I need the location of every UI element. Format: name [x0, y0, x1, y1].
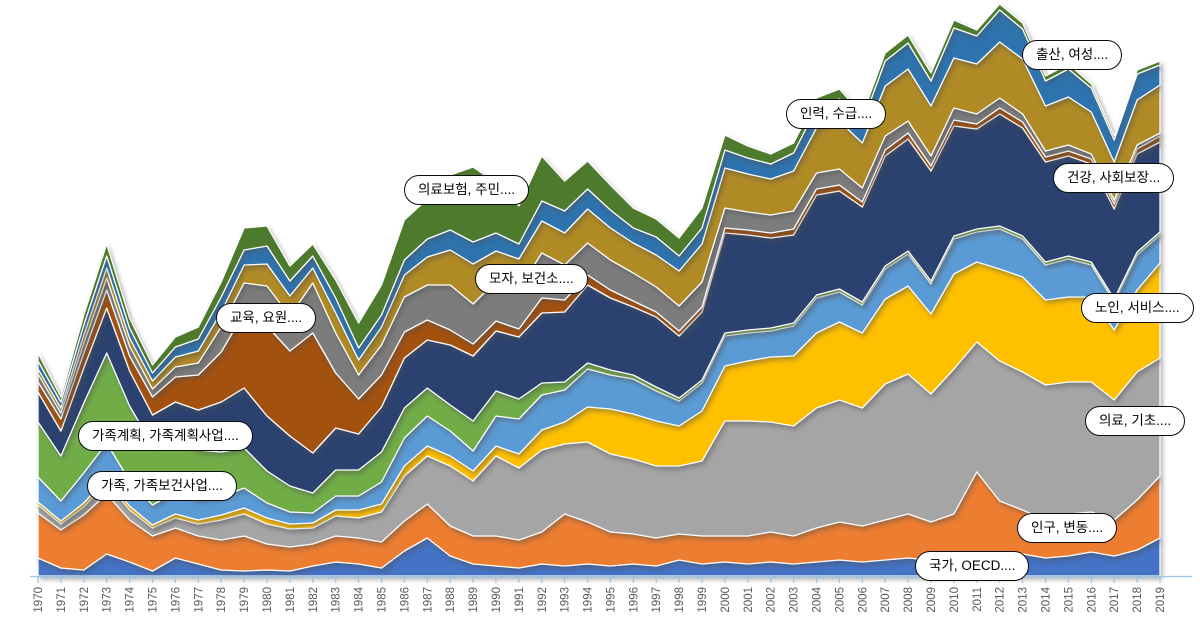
x-axis-label: 1978 [216, 587, 228, 613]
series-callout-label[interactable]: 모자, 보건소.... [475, 264, 588, 294]
area-series-12[interactable] [37, 3, 1161, 403]
x-axis-label: 2008 [903, 587, 915, 613]
x-axis-label: 1977 [193, 587, 205, 613]
series-callout-label[interactable]: 가족, 가족보건사업.... [87, 471, 237, 501]
x-axis-label: 2004 [812, 586, 824, 612]
x-axis-label: 1991 [514, 587, 526, 613]
x-axis-label: 1980 [262, 587, 274, 613]
series-callout-label[interactable]: 노인, 서비스.... [1081, 293, 1194, 323]
x-axis-label: 1976 [170, 587, 182, 613]
x-axis-label: 1989 [468, 587, 480, 613]
x-axis-label: 2002 [766, 587, 778, 613]
x-axis-label: 2016 [1086, 587, 1098, 613]
series-callout-label[interactable]: 의료보험, 주민.... [404, 175, 530, 205]
x-axis-label: 2005 [834, 587, 846, 613]
x-axis-label: 2000 [720, 587, 732, 613]
series-callout-label[interactable]: 의료, 기초.... [1085, 406, 1186, 436]
x-axis-label: 2009 [926, 587, 938, 613]
x-axis-label: 1985 [376, 587, 388, 613]
x-axis-label: 1975 [147, 587, 159, 613]
x-axis-label: 1973 [102, 587, 114, 613]
series-callout-label[interactable]: 건강, 사회보장... [1053, 163, 1175, 193]
series-callout-label[interactable]: 가족계획, 가족계획사업.... [78, 421, 253, 451]
x-axis-label: 2006 [857, 587, 869, 613]
x-axis-label: 1970 [33, 587, 45, 613]
x-axis-label: 1997 [651, 587, 663, 613]
x-axis-label: 1993 [560, 587, 572, 613]
x-axis-label: 2011 [972, 587, 984, 612]
x-axis-label: 2010 [949, 587, 961, 613]
x-axis-label: 2017 [1109, 587, 1121, 613]
x-axis-label: 1998 [674, 587, 686, 613]
x-axis-label: 1992 [537, 587, 549, 613]
x-axis-label: 1996 [628, 587, 640, 613]
x-axis-label: 1986 [399, 587, 411, 613]
x-axis-label: 2019 [1155, 587, 1167, 613]
series-callout-label[interactable]: 인력, 수급.... [786, 99, 887, 129]
x-axis-label: 2007 [880, 587, 892, 613]
x-axis-label: 2001 [743, 587, 755, 613]
x-axis-label: 2014 [1041, 586, 1053, 612]
x-axis-label: 1974 [125, 586, 137, 612]
x-axis-label: 1987 [422, 587, 434, 613]
series-callout-label[interactable]: 국가, OECD.... [915, 551, 1030, 581]
x-axis-label: 1995 [605, 587, 617, 613]
x-axis-label: 1982 [308, 587, 320, 613]
x-axis-label: 1994 [583, 586, 595, 612]
x-axis-label: 2013 [1018, 587, 1030, 613]
x-axis-label: 1990 [491, 587, 503, 613]
x-axis-label: 1983 [331, 587, 343, 613]
series-callout-label[interactable]: 출산, 여성.... [1022, 40, 1123, 70]
x-axis-label: 1971 [56, 587, 68, 613]
x-axis-label: 1999 [697, 587, 709, 613]
x-axis-label: 1972 [79, 587, 91, 613]
x-axis-label: 1981 [285, 587, 297, 613]
x-axis-label: 1979 [239, 587, 251, 613]
x-axis-label: 2003 [789, 587, 801, 613]
x-axis-label: 2012 [995, 587, 1007, 613]
series-callout-label[interactable]: 교육, 요원.... [216, 303, 317, 333]
x-axis-label: 1988 [445, 587, 457, 613]
x-axis-label: 2015 [1063, 587, 1075, 613]
x-axis-label: 2018 [1132, 587, 1144, 613]
series-callout-label[interactable]: 인구, 변동.... [1017, 513, 1118, 543]
x-axis-label: 1984 [354, 586, 366, 612]
